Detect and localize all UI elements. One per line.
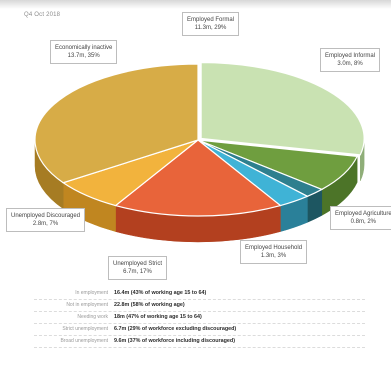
callout-value: 13.7m, 35% — [67, 53, 100, 59]
summary-row: Broad unemployment 9.6m (37% of workforc… — [0, 338, 391, 348]
callout-economically-inactive: Economically inactive 13.7m, 35% — [50, 40, 118, 64]
pie-chart — [34, 61, 365, 243]
summary-value: 6.7m (29% of workforce excluding discour… — [114, 326, 237, 332]
pie-slice-economically-inactive — [34, 63, 199, 184]
callout-employed-household: Employed Household 1.3m, 3% — [240, 240, 308, 264]
callout-employed-agriculture: Employed Agriculture 0.8m, 2% — [330, 206, 391, 230]
callout-label: Unemployed Strict — [113, 261, 163, 267]
row-divider — [34, 311, 365, 312]
callout-label: Unemployed Discouraged — [11, 213, 81, 219]
summary-value: 16.4m (43% of working age 15 to 64) — [114, 290, 207, 296]
summary-value: 18m (47% of working age 15 to 64) — [114, 314, 202, 320]
row-divider — [34, 347, 365, 348]
callout-value: 0.8m, 2% — [350, 219, 377, 225]
callout-label: Employed Informal — [325, 53, 376, 59]
summary-value: 22.8m (58% of working age) — [114, 302, 185, 308]
callout-label: Employed Agriculture — [335, 211, 391, 217]
callout-label: Economically inactive — [55, 45, 113, 51]
callout-value: 6.7m, 17% — [123, 269, 152, 275]
summary-row: Needing work 18m (47% of working age 15 … — [0, 314, 391, 324]
callout-label: Employed Household — [245, 245, 303, 251]
callout-label: Employed Formal — [187, 17, 235, 23]
heading-strip — [0, 0, 391, 9]
callout-unemployed-discouraged: Unemployed Discouraged 2.8m, 7% — [6, 208, 86, 232]
callout-employed-informal: Employed Informal 3.0m, 8% — [320, 48, 381, 72]
pie-slice-unemployed-strict — [114, 139, 282, 217]
summary-label: Broad unemployment — [60, 338, 108, 344]
summary-row: In employment 16.4m (43% of working age … — [0, 290, 391, 300]
callout-unemployed-strict: Unemployed Strict 6.7m, 17% — [108, 256, 168, 280]
summary-value: 9.6m (37% of workforce including discour… — [114, 338, 236, 344]
callout-value: 3.0m, 8% — [337, 61, 363, 67]
summary-label: Needing work — [77, 314, 108, 320]
callout-value: 1.3m, 3% — [260, 253, 287, 259]
row-divider — [34, 323, 365, 324]
summary-label: Not in employment — [66, 302, 108, 308]
callout-employed-formal: Employed Formal 11.3m, 29% — [182, 12, 240, 36]
date-label: Q4 Oct 2018 — [24, 12, 61, 18]
summary-row: Strict unemployment 6.7m (29% of workfor… — [0, 326, 391, 336]
summary-label: In employment — [75, 290, 108, 296]
summary-row: Not in employment 22.8m (58% of working … — [0, 302, 391, 312]
pie-slice-employed-formal — [200, 61, 365, 156]
summary-label: Strict unemployment — [62, 326, 108, 332]
callout-value: 11.3m, 29% — [194, 25, 227, 31]
callout-value: 2.8m, 7% — [32, 221, 59, 227]
row-divider — [34, 335, 365, 336]
row-divider — [34, 299, 365, 300]
